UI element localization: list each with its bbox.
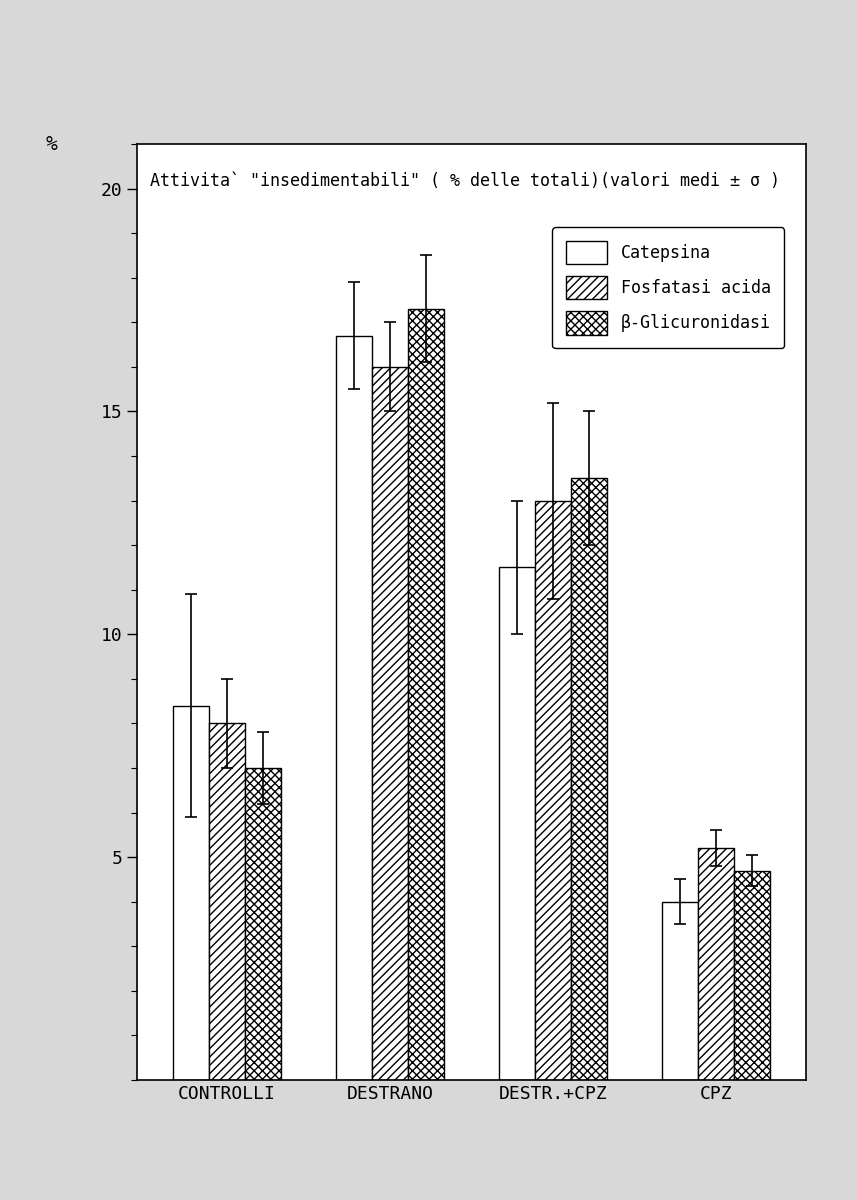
Bar	[499, 568, 535, 1080]
Text: %: %	[45, 134, 57, 154]
Bar	[173, 706, 209, 1080]
Legend: Catepsina, Fosfatasi acida, β-Glicuronidasi: Catepsina, Fosfatasi acida, β-Glicuronid…	[552, 227, 784, 348]
Bar	[698, 848, 734, 1080]
Bar	[734, 870, 770, 1080]
Bar	[336, 336, 372, 1080]
Bar	[408, 308, 444, 1080]
Bar	[372, 367, 408, 1080]
Bar	[535, 500, 571, 1080]
Bar	[245, 768, 280, 1080]
Bar	[662, 901, 698, 1080]
Bar	[209, 724, 245, 1080]
Text: Attività "insedimentabili" ( % delle totali)(valori medi ± σ ): Attività "insedimentabili" ( % delle to…	[151, 172, 781, 190]
Bar	[571, 479, 607, 1080]
